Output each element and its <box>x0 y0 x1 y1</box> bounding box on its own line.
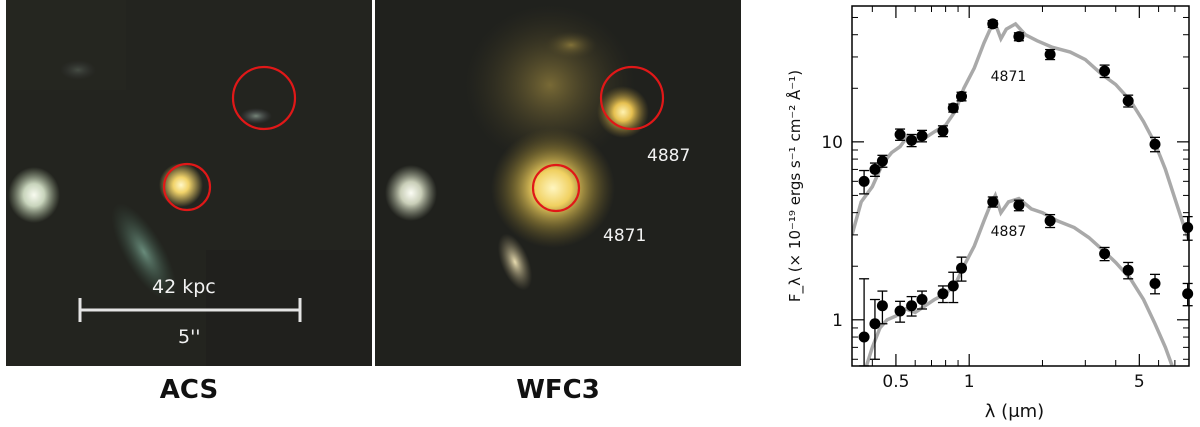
data-point-4871 <box>916 130 928 142</box>
y-axis-title: F_λ (× 10⁻¹⁹ ergs s⁻¹ cm⁻² Å⁻¹) <box>785 70 805 302</box>
data-point-4871 <box>1122 95 1134 107</box>
wfc3-circle-4871 <box>531 163 581 213</box>
data-point-4871 <box>937 125 949 137</box>
wfc3-image <box>375 0 741 366</box>
data-point-4887 <box>1013 199 1025 211</box>
data-point-4871 <box>947 102 959 114</box>
plot-frame <box>851 5 1190 367</box>
data-point-4871 <box>956 90 968 102</box>
x-axis-title: λ (μm) <box>985 401 1044 422</box>
acs-image <box>6 0 372 366</box>
data-point-4887 <box>916 294 928 306</box>
wfc3-caption: WFC3 <box>516 375 600 405</box>
data-point-4887 <box>894 305 906 317</box>
acs-image-panel: 42 kpc 5'' <box>6 0 372 366</box>
data-point-4871 <box>869 163 881 175</box>
data-point-4887 <box>876 300 888 312</box>
x-tick-label: 1 <box>964 372 975 392</box>
data-point-4887 <box>987 196 999 208</box>
data-point-4887 <box>947 280 959 292</box>
x-tick-label: 0.5 <box>882 372 909 392</box>
acs-circle-4871 <box>162 162 212 212</box>
y-tick-label: 10 <box>821 133 843 153</box>
wfc3-circle-4887 <box>599 65 665 131</box>
data-point-4871 <box>894 128 906 140</box>
data-point-4871 <box>1182 222 1194 234</box>
acs-caption: ACS <box>159 375 219 405</box>
wfc3-image-panel: 4887 4871 <box>375 0 741 366</box>
data-point-4871 <box>1099 65 1111 77</box>
model-curve-4871 <box>852 20 1189 241</box>
data-point-4887 <box>1182 288 1194 300</box>
data-point-4871 <box>876 155 888 167</box>
series-label-4871: 4871 <box>991 69 1027 85</box>
data-point-4871 <box>906 134 918 146</box>
data-point-4887 <box>1122 264 1134 276</box>
data-point-4871 <box>987 18 999 30</box>
data-point-4871 <box>1013 31 1025 43</box>
scale-label-arcsec: 5'' <box>178 326 201 348</box>
data-point-4887 <box>858 331 870 343</box>
data-point-4887 <box>956 262 968 274</box>
data-point-4871 <box>1044 48 1056 60</box>
data-point-4887 <box>1149 277 1161 289</box>
data-point-4887 <box>1044 215 1056 227</box>
scale-label-kpc: 42 kpc <box>152 276 216 298</box>
acs-circle-4887 <box>231 65 297 131</box>
label-4871: 4871 <box>603 226 647 246</box>
data-point-4887 <box>937 288 949 300</box>
y-tick-label: 1 <box>832 311 843 331</box>
x-tick-label: 5 <box>1134 372 1145 392</box>
data-point-4871 <box>1149 138 1161 150</box>
data-point-4871 <box>858 175 870 187</box>
series-label-4887: 4887 <box>991 224 1027 240</box>
data-point-4887 <box>1099 248 1111 260</box>
data-point-4887 <box>906 300 918 312</box>
data-point-4887 <box>869 318 881 330</box>
sed-chart: 0.5 1 5 1 10 4871 4887 λ (μm) F_λ (× 10⁻¹⁹ ergs … <box>785 5 1194 422</box>
model-curve-4887 <box>864 190 1175 366</box>
label-4887: 4887 <box>647 146 691 166</box>
